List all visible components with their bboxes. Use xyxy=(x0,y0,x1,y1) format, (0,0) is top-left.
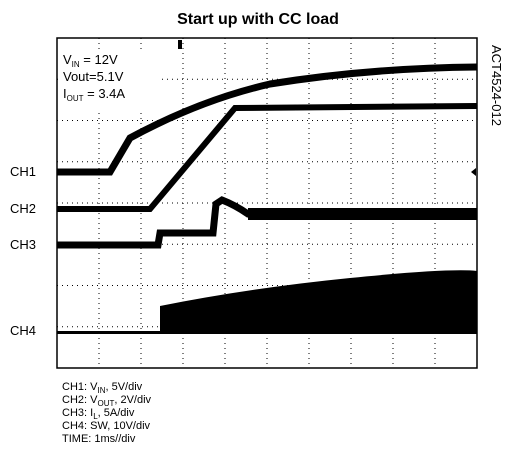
annotation-sub: OUT xyxy=(67,94,84,103)
annotation-text: V xyxy=(63,52,72,67)
annotation-text: I xyxy=(63,86,67,101)
channel-label: CH2 xyxy=(10,201,36,216)
annotation-text: = 3.4A xyxy=(84,86,126,101)
annotation: IOUT = 3.4A xyxy=(63,86,125,103)
level-marker xyxy=(471,168,476,176)
legend-item: CH4: SW, 10V/div xyxy=(62,420,151,432)
annotation-bg xyxy=(60,50,158,110)
legend-item-text: CH2: V xyxy=(62,394,98,406)
legend-item-sub: IN xyxy=(97,386,105,395)
annotation: VIN = 12V xyxy=(63,52,118,69)
legend-item: TIME: 1ms//div xyxy=(62,433,136,445)
waveforms xyxy=(57,40,478,334)
annotation-sub: IN xyxy=(72,60,80,69)
trigger-marker xyxy=(178,40,182,49)
side-label: ACT4524-012 xyxy=(489,45,504,126)
legend-item-sub: OUT xyxy=(97,399,114,408)
legend-item: CH2: VOUT, 2V/div xyxy=(62,394,152,408)
annotation: Vout=5.1V xyxy=(63,69,124,84)
legend-item-text: CH4: SW, 10V/div xyxy=(62,420,151,432)
channel-labels: CH1 CH2 CH3 CH4 xyxy=(10,164,36,338)
ch4-wave xyxy=(57,270,477,334)
channel-label: CH1 xyxy=(10,164,36,179)
legend-item-sub: L xyxy=(93,412,98,421)
legend-item-text: , 5A/div xyxy=(98,407,135,419)
legend-item-text: TIME: 1ms//div xyxy=(62,433,136,445)
annotation-text: = 12V xyxy=(80,52,118,67)
annotation-text: Vout=5.1V xyxy=(63,69,124,84)
legend-item-text: CH3: I xyxy=(62,407,93,419)
legend-item-text: , 5V/div xyxy=(105,381,142,393)
channel-label: CH3 xyxy=(10,237,36,252)
legend-item-text: CH1: V xyxy=(62,381,98,393)
ch3-wave xyxy=(57,196,477,249)
legend-item-text: , 2V/div xyxy=(114,394,151,406)
legend-item: CH3: IL, 5A/div xyxy=(62,407,135,421)
ch3-band xyxy=(248,208,477,220)
title: Start up with CC load xyxy=(177,11,339,28)
ch2-wave xyxy=(57,103,478,212)
ch1-wave xyxy=(57,63,478,176)
legend-item: CH1: VIN, 5V/div xyxy=(62,381,143,395)
channel-label: CH4 xyxy=(10,323,36,338)
